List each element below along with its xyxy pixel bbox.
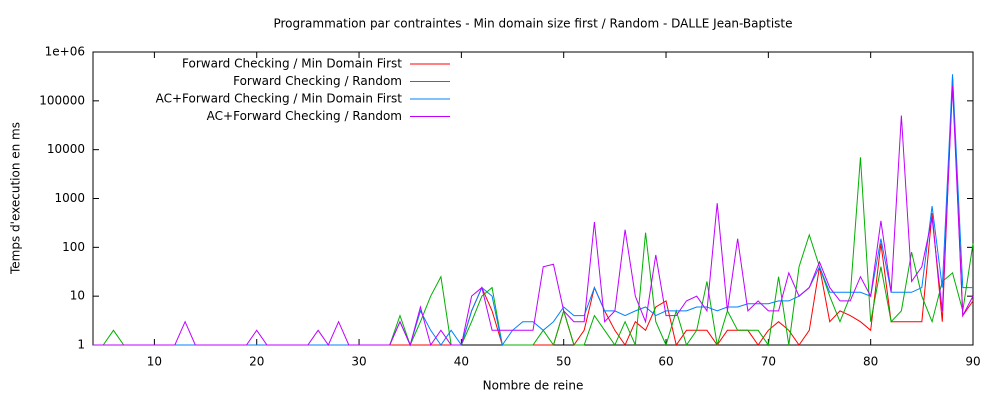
legend-label: AC+Forward Checking / Random bbox=[207, 109, 402, 123]
x-tick-label: 90 bbox=[965, 355, 980, 369]
x-axis-label: Nombre de reine bbox=[483, 379, 584, 393]
x-tick-label: 10 bbox=[147, 355, 162, 369]
y-tick-label: 1e+06 bbox=[45, 45, 85, 59]
legend-label: Forward Checking / Random bbox=[233, 74, 402, 88]
y-tick-label: 100 bbox=[62, 240, 85, 254]
legend-label: Forward Checking / Min Domain First bbox=[182, 57, 402, 71]
y-tick-label: 100000 bbox=[39, 93, 85, 107]
x-tick-label: 80 bbox=[863, 355, 878, 369]
legend-label: AC+Forward Checking / Min Domain First bbox=[156, 92, 403, 106]
y-tick-label: 1 bbox=[77, 338, 85, 352]
series-line bbox=[93, 157, 974, 347]
chart-title: Programmation par contraintes - Min doma… bbox=[273, 17, 792, 31]
y-tick-label: 10 bbox=[70, 289, 85, 303]
y-axis-label: Temps d'execution en ms bbox=[9, 122, 23, 275]
x-tick-label: 20 bbox=[249, 355, 264, 369]
x-tick-label: 60 bbox=[658, 355, 673, 369]
y-tick-label: 10000 bbox=[47, 142, 85, 156]
series-line bbox=[93, 86, 974, 347]
x-tick-label: 70 bbox=[761, 355, 776, 369]
x-tick-label: 40 bbox=[454, 355, 469, 369]
y-tick-label: 1000 bbox=[54, 191, 85, 205]
x-tick-label: 30 bbox=[351, 355, 366, 369]
x-tick-label: 50 bbox=[556, 355, 571, 369]
